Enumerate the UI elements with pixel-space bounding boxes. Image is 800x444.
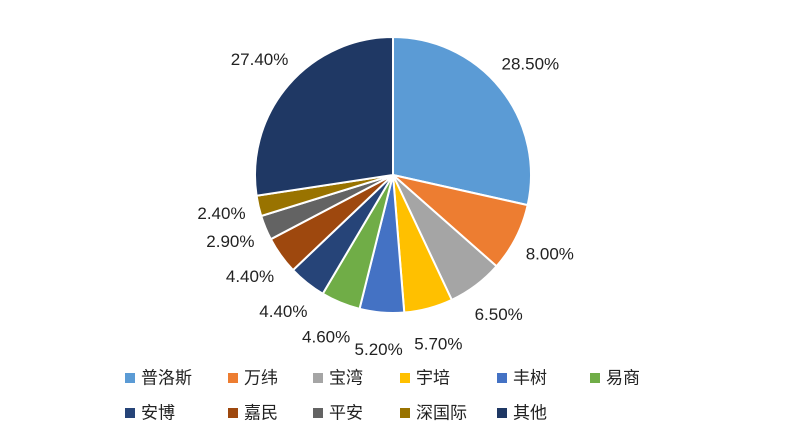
- legend-swatch: [313, 373, 323, 383]
- legend-label: 宇培: [416, 368, 450, 387]
- data-label: 2.40%: [197, 204, 245, 223]
- legend-label: 深国际: [416, 403, 467, 422]
- data-label: 8.00%: [526, 244, 574, 263]
- legend-swatch: [228, 373, 238, 383]
- legend-label: 平安: [329, 403, 363, 422]
- legend-label: 万纬: [244, 368, 278, 387]
- legend-swatch: [125, 373, 135, 383]
- data-label: 4.40%: [226, 267, 274, 286]
- pie-slice: [254, 35, 394, 197]
- legend-label: 安博: [141, 403, 175, 422]
- data-label: 6.50%: [475, 305, 523, 324]
- legend-swatch: [228, 408, 238, 418]
- data-label: 5.70%: [414, 335, 462, 354]
- legend-swatch: [400, 408, 410, 418]
- legend-swatch: [313, 408, 323, 418]
- legend-swatch: [590, 373, 600, 383]
- data-label: 2.90%: [206, 232, 254, 251]
- data-label: 28.50%: [502, 54, 560, 73]
- data-label: 27.40%: [231, 50, 289, 69]
- legend-swatch: [497, 373, 507, 383]
- legend-label: 宝湾: [329, 368, 363, 387]
- legend-swatch: [497, 408, 507, 418]
- legend-label: 易商: [606, 368, 640, 387]
- data-label: 4.40%: [259, 302, 307, 321]
- legend-label: 普洛斯: [141, 368, 192, 387]
- legend-label: 嘉民: [244, 403, 278, 422]
- legend-label: 其他: [513, 403, 547, 422]
- legend-label: 丰树: [513, 368, 547, 387]
- data-label: 5.20%: [355, 340, 403, 359]
- legend-swatch: [400, 373, 410, 383]
- pie-slice: [392, 35, 532, 207]
- data-label: 4.60%: [302, 327, 350, 346]
- legend-swatch: [125, 408, 135, 418]
